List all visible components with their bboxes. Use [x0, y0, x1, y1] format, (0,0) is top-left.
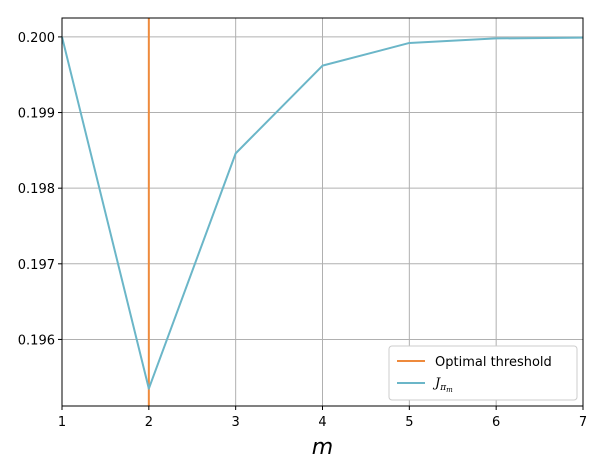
y-tick-label: 0.198	[18, 182, 55, 197]
series-line-j-pi-m	[61, 36, 584, 390]
y-tick-label: 0.196	[18, 333, 55, 348]
x-tick-labels: 1 2 3 4 5 6 7	[58, 406, 587, 430]
x-axis-label: m	[312, 435, 333, 460]
x-tick-label: 4	[318, 415, 326, 430]
legend: Optimal threshold Jπm	[388, 345, 578, 401]
x-tick-label: 5	[405, 415, 413, 430]
y-tick-label: 0.200	[18, 31, 55, 46]
y-tick-labels: 0.196 0.197 0.198 0.199 0.200	[18, 31, 62, 348]
legend-label-optimal-threshold: Optimal threshold	[435, 355, 552, 370]
legend-label-j-pi-m: Jπm	[432, 376, 453, 394]
x-tick-label: 6	[492, 415, 500, 430]
y-tick-label: 0.197	[18, 258, 55, 273]
x-tick-label: 7	[579, 415, 587, 430]
legend-label-j-subsub: m	[446, 386, 453, 394]
plot-frame	[61, 17, 584, 407]
x-tick-label: 1	[58, 415, 66, 430]
legend-label-j-sub: π	[439, 383, 447, 393]
x-tick-label: 2	[145, 415, 153, 430]
legend-label-j-base: J	[432, 376, 441, 391]
x-tick-label: 3	[232, 415, 240, 430]
legend-box	[388, 345, 578, 401]
y-tick-label: 0.199	[18, 107, 55, 122]
series-layer	[61, 18, 584, 406]
